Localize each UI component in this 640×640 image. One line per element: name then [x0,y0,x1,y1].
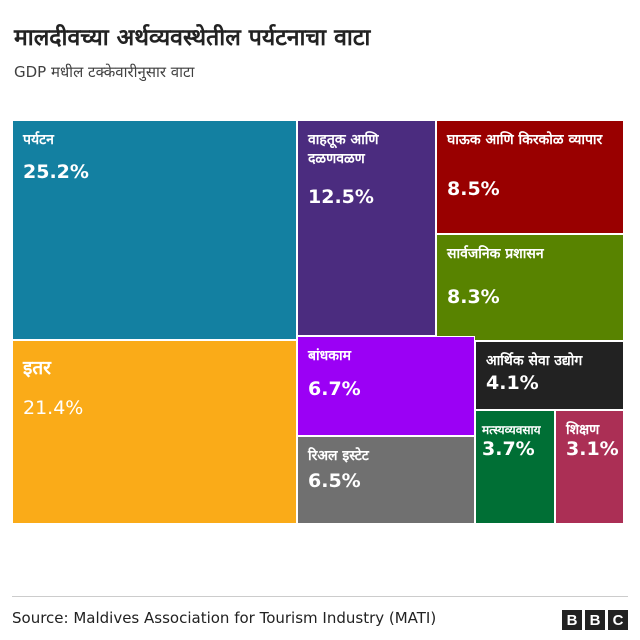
tile-value: 4.1% [486,372,539,394]
bbc-logo-block: B [585,610,605,630]
tile-label: पर्यटन [23,132,54,148]
tile-value: 6.7% [308,378,361,400]
treemap-tile-other: इतर 21.4% [12,340,297,524]
tile-label: सार्वजनिक प्रशासन [447,246,544,262]
treemap-tile-financial: आर्थिक सेवा उद्योग 4.1% [475,341,624,410]
treemap-chart: पर्यटन 25.2% इतर 21.4% वाहतूक आणि दळणवळण 12.5… [12,120,624,524]
footer-divider [12,596,628,597]
tile-value: 3.1% [566,438,619,460]
treemap-tile-education: शिक्षण 3.1% [555,410,624,524]
treemap-tile-fisheries: मत्स्यव्यवसाय 3.7% [475,410,555,524]
tile-label: घाऊक आणि किरकोळ व्यापार [447,132,603,148]
tile-label: रिअल इस्टेट [308,448,369,464]
tile-label: इतर [23,357,51,379]
tile-label: आर्थिक सेवा उद्योग [486,353,583,369]
treemap-tile-public-admin: सार्वजनिक प्रशासन 8.3% [436,234,624,341]
tile-value: 25.2% [23,161,89,183]
bbc-logo: B B C [562,610,628,630]
tile-value: 12.5% [308,186,374,208]
treemap-tile-trade: घाऊक आणि किरकोळ व्यापार 8.5% [436,120,624,234]
source-note: Source: Maldives Association for Tourism… [12,609,437,627]
treemap-tile-tourism: पर्यटन 25.2% [12,120,297,340]
tile-value: 8.5% [447,178,500,200]
tile-label: शिक्षण [566,422,600,438]
tile-value: 8.3% [447,286,500,308]
bbc-logo-block: C [608,610,628,630]
treemap-tile-real-estate: रिअल इस्टेट 6.5% [297,436,475,524]
bbc-logo-block: B [562,610,582,630]
tile-value: 21.4% [23,397,84,419]
tile-label: वाहतूक आणि दळणवळण [308,132,379,167]
tile-label: बांधकाम [308,348,351,364]
tile-value: 6.5% [308,470,361,492]
chart-subtitle: GDP मधील टक्केवारीनुसार वाटा [14,63,195,81]
treemap-tile-transport: वाहतूक आणि दळणवळण 12.5% [297,120,436,336]
tile-value: 3.7% [482,438,535,460]
tile-label: मत्स्यव्यवसाय [482,423,541,437]
treemap-tile-construction: बांधकाम 6.7% [297,336,475,436]
chart-title: मालदीवच्या अर्थव्यवस्थेतील पर्यटनाचा वाट… [14,25,371,51]
